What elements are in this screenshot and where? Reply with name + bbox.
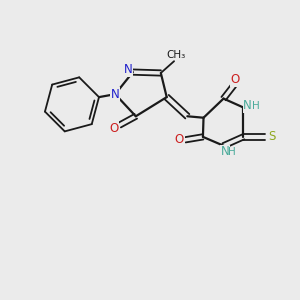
Text: N: N xyxy=(124,63,133,76)
Text: N: N xyxy=(243,100,252,112)
Text: CH₃: CH₃ xyxy=(166,50,185,60)
Text: O: O xyxy=(175,133,184,146)
Text: S: S xyxy=(268,130,275,143)
Text: H: H xyxy=(252,101,260,111)
Text: O: O xyxy=(231,73,240,86)
Text: O: O xyxy=(109,122,118,134)
Text: H: H xyxy=(229,147,236,157)
Text: N: N xyxy=(220,145,230,158)
Text: N: N xyxy=(111,88,120,101)
